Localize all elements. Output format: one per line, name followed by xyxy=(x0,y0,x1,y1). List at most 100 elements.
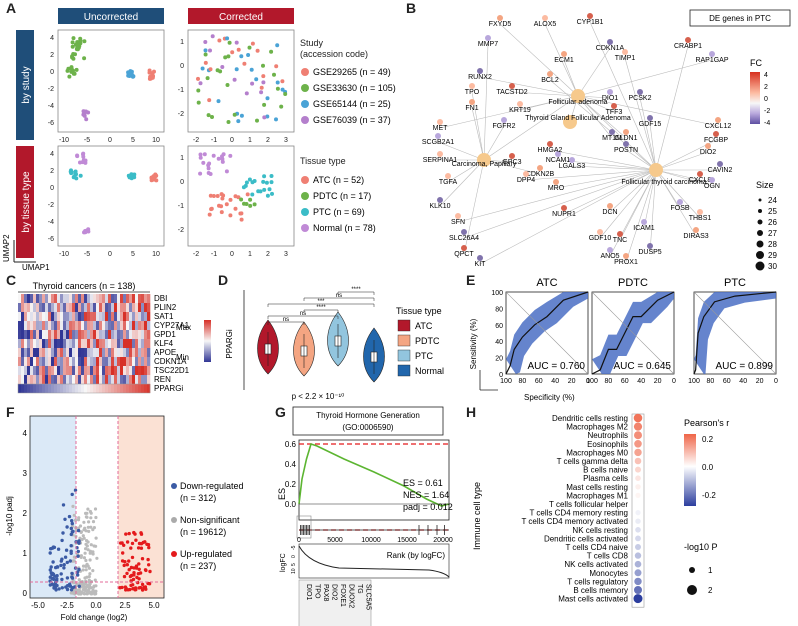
volcano-point xyxy=(65,525,69,529)
heatmap-cell xyxy=(30,312,34,321)
heatmap-cell xyxy=(60,330,64,339)
heatmap-cell xyxy=(135,303,139,312)
network-gene-node xyxy=(685,37,691,43)
volcano-point xyxy=(84,542,88,546)
heatmap-cell xyxy=(90,384,94,393)
heatmap-cell xyxy=(93,339,97,348)
heatmap-cell xyxy=(120,303,124,312)
umap-point xyxy=(264,180,269,185)
volcano-point xyxy=(77,578,81,582)
umap-ytick: 0 xyxy=(180,179,184,186)
volcano-point xyxy=(127,568,131,572)
umap-point xyxy=(205,76,210,81)
heatmap-cell xyxy=(87,357,91,366)
volcano-point xyxy=(137,577,141,581)
heatmap-cell xyxy=(78,312,82,321)
roc-xtick: 100 xyxy=(688,378,700,385)
umap-ytick: -4 xyxy=(48,103,54,110)
volcano-point xyxy=(54,588,58,592)
umap-ytick: -2 xyxy=(178,227,184,234)
heatmap-cell xyxy=(132,375,136,384)
network-gene-label: CLDN1 xyxy=(615,135,638,142)
network-gene-node xyxy=(547,71,553,77)
heatmap-cell xyxy=(99,312,103,321)
heatmap-cell xyxy=(81,294,85,303)
umap-point xyxy=(220,65,225,69)
size-legend-label: 24 xyxy=(768,196,777,205)
heatmap-cell xyxy=(102,384,106,393)
network-gene-node xyxy=(561,51,567,57)
heatmap-cell xyxy=(57,366,61,375)
fc-tick: 0 xyxy=(764,96,768,103)
network-gene-label: DIO2 xyxy=(700,149,716,156)
gsea-gene-box xyxy=(298,579,372,626)
network-gene-label: FGFR2 xyxy=(493,123,516,130)
fc-colorbar xyxy=(750,72,760,124)
heatmap-cell xyxy=(135,330,139,339)
gsea-ytick: 0.4 xyxy=(285,460,297,469)
gsea-logfc-tick: 10 xyxy=(291,568,297,574)
network-edge xyxy=(499,23,579,97)
heatmap-cell xyxy=(108,339,112,348)
volcano-point xyxy=(85,562,89,566)
heatmap-cell xyxy=(126,294,130,303)
heatmap-cell xyxy=(90,339,94,348)
heatmap-cell xyxy=(36,357,40,366)
umap-point xyxy=(269,49,274,54)
network-gene-node xyxy=(437,197,443,203)
heatmap-cell xyxy=(81,384,85,393)
gsea-gene-label: DIO2 xyxy=(331,584,338,600)
network-gene-node xyxy=(607,247,613,253)
heatmap-cell xyxy=(72,375,76,384)
volcano-point xyxy=(62,566,66,570)
heatmap-cell xyxy=(36,321,40,330)
heatmap-cell xyxy=(42,294,46,303)
volcano-point xyxy=(86,540,90,544)
heatmap-cell xyxy=(60,303,64,312)
heatmap-cell xyxy=(72,294,76,303)
umap-point xyxy=(203,60,208,65)
umap-xtick: -2 xyxy=(193,137,199,144)
network-gene-node xyxy=(597,229,603,235)
network-edge xyxy=(599,169,657,239)
heatmap-cell xyxy=(75,357,79,366)
gsea-gene-label: TPO xyxy=(314,584,321,599)
heatmap-cell xyxy=(75,384,79,393)
heatmap-cell xyxy=(18,330,22,339)
umap-point xyxy=(274,117,278,122)
heatmap-cell xyxy=(120,384,124,393)
network-gene-node xyxy=(461,245,467,251)
heatmap-cell xyxy=(123,339,127,348)
umap-point xyxy=(275,86,280,91)
heatmap-cell xyxy=(60,348,64,357)
heatmap-cell xyxy=(63,357,67,366)
volcano-point xyxy=(50,582,55,586)
heatmap-cell xyxy=(51,375,55,384)
heatmap-cell xyxy=(99,357,103,366)
heatmap-cell xyxy=(144,366,148,375)
heatmap-cell xyxy=(54,384,58,393)
heatmap-cell xyxy=(57,357,61,366)
immune-cell-label: Neutrophils xyxy=(588,431,628,440)
heatmap-cell xyxy=(129,348,133,357)
roc-ytick: 20 xyxy=(495,356,503,363)
umap-point xyxy=(151,175,155,180)
volcano-point xyxy=(69,544,73,548)
umap-point xyxy=(206,166,211,171)
volcano-point xyxy=(65,560,70,565)
volcano-point xyxy=(69,526,74,531)
corrected-header-bg xyxy=(188,8,294,24)
volcano-point xyxy=(89,516,93,520)
umap-point xyxy=(220,196,225,201)
roc-xtick: 60 xyxy=(535,378,543,385)
heatmap-cell xyxy=(117,330,121,339)
umap-point xyxy=(265,96,270,101)
heatmap-cell xyxy=(129,366,133,375)
volcano-point xyxy=(63,517,67,521)
heatmap-cell xyxy=(75,330,79,339)
volcano-point xyxy=(68,559,73,563)
heatmap-cell xyxy=(93,303,97,312)
panel-f-volcano: -log10 padj Fold change (log2) -5.0 -2.5 0… xyxy=(5,415,244,622)
heatmap-cell xyxy=(132,357,136,366)
heatmap-cell xyxy=(108,384,112,393)
